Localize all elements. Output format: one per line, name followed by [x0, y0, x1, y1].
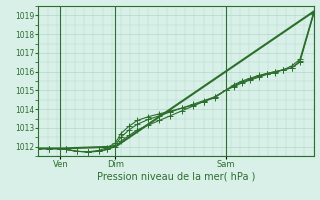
X-axis label: Pression niveau de la mer( hPa ): Pression niveau de la mer( hPa )	[97, 172, 255, 182]
